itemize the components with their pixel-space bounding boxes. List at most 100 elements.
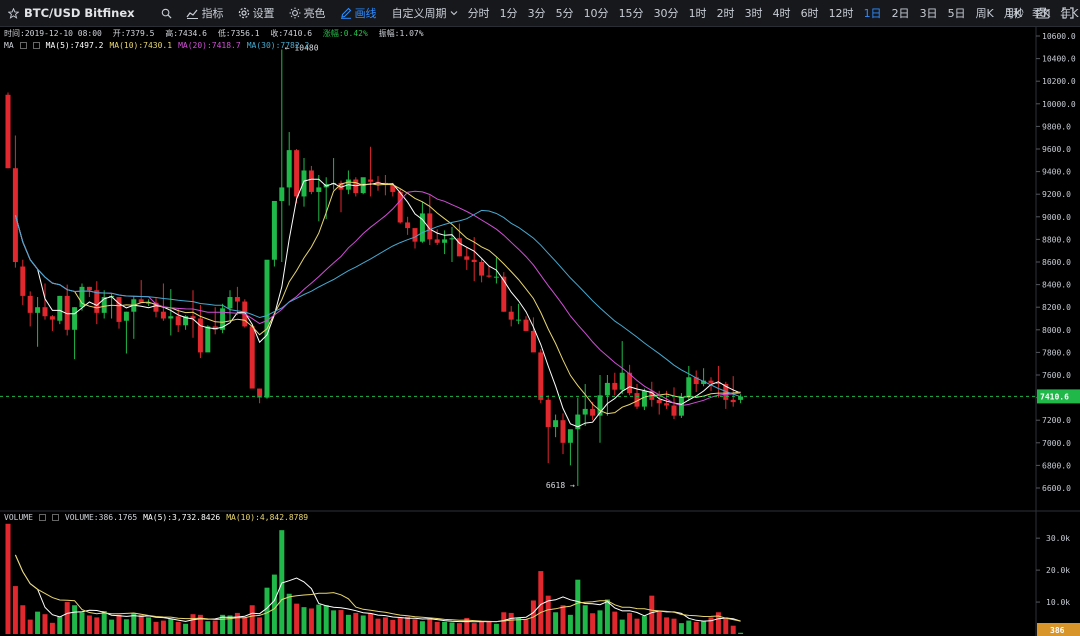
eye-icon[interactable]: [19, 42, 27, 49]
current-price-label: 7410.6: [1040, 392, 1069, 401]
candle-down: [560, 420, 566, 443]
period-tab[interactable]: 15分: [618, 7, 644, 20]
price-tick-label: 7600.0: [1042, 371, 1071, 380]
ma10-line: [14, 181, 741, 415]
eye-icon[interactable]: [38, 514, 46, 521]
info-close: 收:7410.6: [270, 29, 313, 38]
volume-bar-down: [353, 612, 359, 634]
candle-up: [301, 170, 307, 197]
period-tab[interactable]: 3时: [744, 7, 763, 20]
star-icon[interactable]: [8, 7, 19, 19]
close-icon[interactable]: [32, 42, 40, 49]
candle-up: [686, 377, 692, 398]
candlestick-chart[interactable]: 6600.06800.07000.07200.07400.07600.07800…: [0, 27, 1080, 636]
candle-up: [604, 382, 610, 396]
volume-ma5-value: MA(5):3,732.8426: [143, 513, 221, 522]
volume-bar-down: [723, 617, 729, 634]
candle-up: [279, 187, 285, 201]
volume-bar-up: [331, 610, 337, 634]
period-tab[interactable]: 10分: [583, 7, 609, 20]
volume-bar-down: [94, 617, 100, 634]
candle-down: [545, 399, 551, 427]
period-tab[interactable]: 3分: [527, 7, 546, 20]
settings-button[interactable]: 设置: [234, 0, 279, 26]
info-amplitude: 振幅:1.07%: [378, 29, 424, 38]
period-tab[interactable]: 30分: [653, 7, 679, 20]
period-tab[interactable]: 6时: [800, 7, 819, 20]
volume-bar-up: [604, 599, 610, 634]
candle-up: [227, 297, 233, 309]
volume-bar-up: [516, 618, 522, 634]
volume-bar-down: [257, 617, 263, 634]
drawing-label: 画线: [354, 7, 377, 20]
candle-down: [5, 94, 11, 169]
period-tab[interactable]: 周K: [975, 7, 994, 20]
period-tab[interactable]: 1分: [499, 7, 518, 20]
period-tab[interactable]: 4时: [772, 7, 791, 20]
candle-down: [656, 399, 662, 404]
candle-up: [641, 390, 647, 407]
volume-bar-down: [545, 595, 551, 634]
period-tab[interactable]: 5日: [947, 7, 966, 20]
light-theme-button[interactable]: 亮色: [285, 0, 330, 26]
candle-up: [183, 316, 189, 326]
candle-up: [168, 316, 174, 319]
screenshot-button[interactable]: [1030, 0, 1056, 26]
volume-tick-label: 20.0k: [1046, 566, 1070, 575]
price-tick-label: 8800.0: [1042, 235, 1071, 244]
toolbar-right: 1秒: [1000, 0, 1080, 26]
period-tab[interactable]: 1日: [863, 7, 882, 20]
info-change: 涨幅:0.42%: [322, 29, 368, 38]
period-tab[interactable]: 5分: [555, 7, 574, 20]
candle-down: [412, 228, 418, 242]
drawing-button[interactable]: 画线: [336, 0, 381, 26]
volume-bar-down: [634, 618, 640, 634]
symbol-title[interactable]: BTC/USD Bitfinex: [0, 0, 139, 26]
candle-up: [72, 307, 78, 330]
candle-up: [35, 307, 41, 313]
indicators-button[interactable]: 指标: [182, 0, 228, 26]
candle-down: [590, 408, 596, 416]
volume-bar-down: [486, 621, 492, 634]
period-tab[interactable]: 12时: [828, 7, 854, 20]
candle-up: [220, 308, 226, 330]
candle-up: [597, 395, 603, 416]
volume-bar-down: [664, 617, 670, 634]
candle-up: [419, 213, 425, 242]
volume-current-tag: [1037, 623, 1080, 636]
refresh-interval-label: 1秒: [1006, 7, 1024, 20]
volume-bar-up: [271, 574, 277, 634]
candle-up: [553, 420, 559, 427]
search-button[interactable]: [157, 0, 176, 26]
sun-icon: [289, 7, 301, 19]
candle-down: [405, 222, 411, 229]
refresh-interval[interactable]: 1秒: [1000, 0, 1030, 26]
candle-down: [49, 316, 55, 320]
period-tab[interactable]: 年K: [1060, 7, 1079, 20]
candle-down: [508, 311, 514, 320]
period-tab[interactable]: 2时: [716, 7, 735, 20]
volume-bar-down: [138, 614, 144, 634]
info-open: 开:7379.5: [112, 29, 155, 38]
info-time: 时间:2019-12-10 08:00: [4, 29, 102, 38]
candle-down: [64, 295, 70, 330]
period-tab[interactable]: 2日: [891, 7, 910, 20]
candle-down: [27, 295, 33, 313]
period-tab[interactable]: 3日: [919, 7, 938, 20]
fullscreen-button[interactable]: [1056, 0, 1080, 26]
candle-up: [146, 302, 152, 304]
indicators-icon: [186, 9, 198, 19]
custom-period-dropdown[interactable]: 自定义周期: [387, 0, 463, 26]
volume-bar-down: [12, 586, 18, 634]
candle-down: [197, 318, 203, 353]
volume-bar-down: [197, 614, 203, 634]
volume-bar-down: [294, 603, 300, 634]
period-tab[interactable]: 月K: [1003, 7, 1022, 20]
period-tab[interactable]: 1时: [688, 7, 707, 20]
period-tab[interactable]: 分时: [467, 7, 490, 20]
candle-up: [316, 187, 322, 192]
volume-bar-up: [345, 614, 351, 634]
price-tick-label: 8600.0: [1042, 258, 1071, 267]
volume-bar-down: [49, 622, 55, 634]
close-icon[interactable]: [51, 514, 59, 521]
